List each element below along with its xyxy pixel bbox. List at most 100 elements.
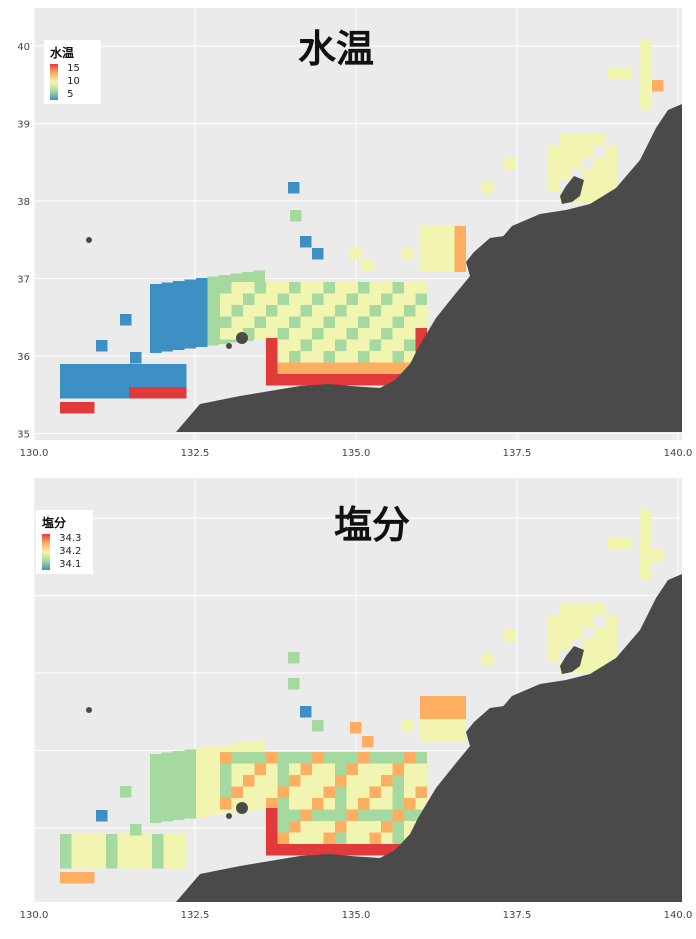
grid-cell (358, 752, 370, 764)
grid-cell (420, 260, 432, 272)
grid-cell (71, 845, 83, 857)
grid-cell (571, 157, 583, 169)
salinity-map: 130.0 132.5 135.0 137.5 140.0 (20, 478, 692, 921)
grid-cell (220, 305, 232, 317)
grid-cell (404, 798, 416, 810)
grid-cell (266, 798, 278, 810)
grid-cell (254, 786, 266, 798)
grid-cell (83, 364, 95, 376)
grid-cell (346, 305, 358, 317)
grid-cell (277, 293, 289, 305)
grid-cell (266, 316, 278, 328)
grid-cell (277, 844, 289, 856)
grid-cell (94, 364, 106, 376)
grid-cell (207, 311, 219, 323)
grid-cell (106, 834, 118, 846)
honshu-land (176, 574, 682, 902)
grid-cell (323, 775, 335, 787)
grid-cell (289, 844, 301, 856)
grid-cell (358, 339, 370, 351)
grid-cell (184, 784, 196, 796)
grid-cell (381, 844, 393, 856)
grid-cell (369, 821, 381, 833)
grid-cell (640, 510, 652, 522)
grid-cell (173, 785, 185, 797)
grid-cell (369, 339, 381, 351)
grid-cell (266, 361, 278, 373)
grid-cell (358, 844, 370, 856)
grid-cell (254, 328, 266, 340)
grid-cell (150, 788, 162, 800)
grid-cell (230, 743, 242, 755)
grid-cell (60, 872, 72, 884)
grid-cell (358, 798, 370, 810)
grid-cell (312, 752, 324, 764)
grid-cell (254, 305, 266, 317)
grid-cell (358, 809, 370, 821)
grid-cell (150, 318, 162, 330)
grid-cell (312, 763, 324, 775)
grid-cell (289, 786, 301, 798)
grid-cell (117, 857, 129, 869)
grid-cell (173, 762, 185, 774)
grid-cell (184, 749, 196, 761)
grid-cell (152, 845, 164, 857)
grid-cell (312, 248, 324, 260)
grid-cell (402, 248, 414, 260)
x-tick-label: 132.5 (181, 448, 210, 459)
grid-cell (335, 316, 347, 328)
grid-cell (582, 661, 594, 673)
grid-cell (443, 707, 455, 719)
grid-cell (71, 834, 83, 846)
grid-cell (594, 627, 606, 639)
grid-cell (196, 324, 208, 336)
grid-cell (96, 810, 108, 822)
grid-cell (312, 328, 324, 340)
grid-cell (71, 364, 83, 376)
grid-cell (266, 786, 278, 798)
grid-cell (369, 752, 381, 764)
x-tick-label: 137.5 (503, 448, 532, 459)
grid-cell (207, 746, 219, 758)
grid-cell (559, 157, 571, 169)
grid-cell (582, 638, 594, 650)
grid-cell (60, 375, 72, 387)
grid-cell (346, 316, 358, 328)
grid-cell (620, 538, 632, 550)
grid-cell (559, 627, 571, 639)
grid-cell (150, 765, 162, 777)
grid-cell (117, 387, 129, 399)
grid-cell (369, 282, 381, 294)
grid-cell (640, 567, 652, 579)
grid-cell (323, 752, 335, 764)
grid-cell (184, 325, 196, 337)
grid-cell (605, 180, 617, 192)
grid-cell (289, 763, 301, 775)
small-island (86, 237, 92, 243)
grid-cell (175, 834, 187, 846)
grid-cell (369, 763, 381, 775)
grid-cell (323, 809, 335, 821)
grid-cell (571, 604, 583, 616)
salinity-legend: 塩分 34.3 34.2 34.1 (36, 510, 94, 574)
grid-cell (196, 335, 208, 347)
grid-cell (358, 328, 370, 340)
grid-cell (323, 844, 335, 856)
grid-cell (207, 781, 219, 793)
grid-cell (163, 845, 175, 857)
grid-cell (335, 328, 347, 340)
grid-cell (640, 544, 652, 556)
grid-cell (415, 752, 427, 764)
sado-island (560, 176, 584, 204)
grid-cell (207, 299, 219, 311)
grid-cell (266, 305, 278, 317)
grid-cell (196, 301, 208, 313)
grid-cell (392, 339, 404, 351)
grid-cell (277, 328, 289, 340)
grid-cell (402, 720, 414, 732)
grid-cell (312, 305, 324, 317)
grid-cell (140, 364, 152, 376)
grid-cell (381, 374, 393, 386)
grid-cell (346, 844, 358, 856)
grid-cell (454, 707, 466, 719)
